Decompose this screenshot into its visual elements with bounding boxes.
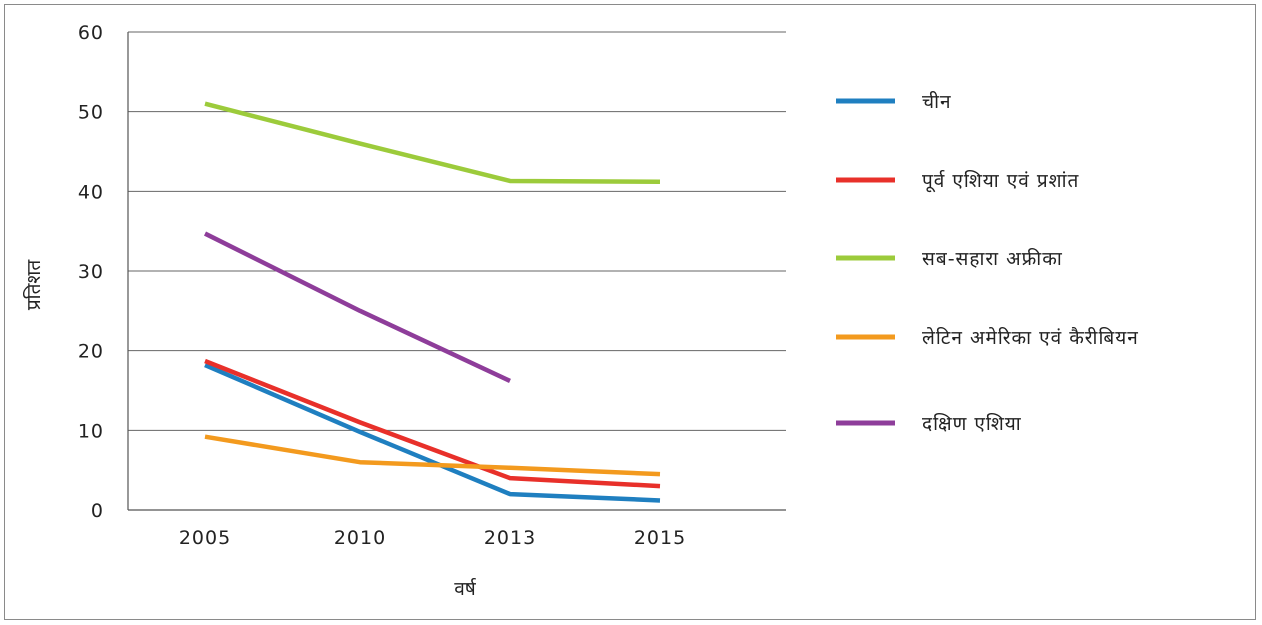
series-line — [203, 231, 511, 383]
y-tick-label: 10 — [78, 420, 104, 442]
y-axis-title: प्रतिशत — [22, 259, 45, 310]
series-line — [204, 101, 661, 185]
y-tick-label: 50 — [78, 102, 104, 124]
series-line — [204, 358, 661, 489]
y-tick-label: 0 — [91, 500, 104, 522]
x-tick-label: 2015 — [634, 527, 686, 549]
y-tick-labels: 0 10 20 30 40 50 60 — [78, 22, 104, 522]
series-lines — [203, 101, 661, 503]
series-line — [204, 362, 661, 503]
series-line — [204, 434, 661, 477]
legend-label: चीन — [922, 90, 952, 113]
x-tick-labels: 2005 2010 2013 2015 — [179, 527, 686, 549]
legend-label: लेटिन अमेरिका एवं कैरीबियन — [922, 326, 1139, 349]
legend-label: पूर्व एशिया एवं प्रशांत — [922, 169, 1079, 193]
axes — [127, 32, 786, 511]
x-tick-label: 2005 — [179, 527, 231, 549]
y-tick-label: 30 — [78, 261, 104, 283]
y-tick-label: 20 — [78, 341, 104, 363]
x-axis-title: वर्ष — [454, 577, 477, 600]
legend-label: सब-सहारा अफ्रीका — [922, 247, 1063, 270]
y-tick-label: 40 — [78, 181, 104, 203]
legend-label: दक्षिण एशिया — [922, 412, 1022, 435]
legend: चीन पूर्व एशिया एवं प्रशांत सब-सहारा अफ्री… — [836, 90, 1139, 435]
x-tick-label: 2013 — [484, 527, 536, 549]
y-tick-label: 60 — [78, 22, 104, 44]
x-tick-label: 2010 — [334, 527, 386, 549]
